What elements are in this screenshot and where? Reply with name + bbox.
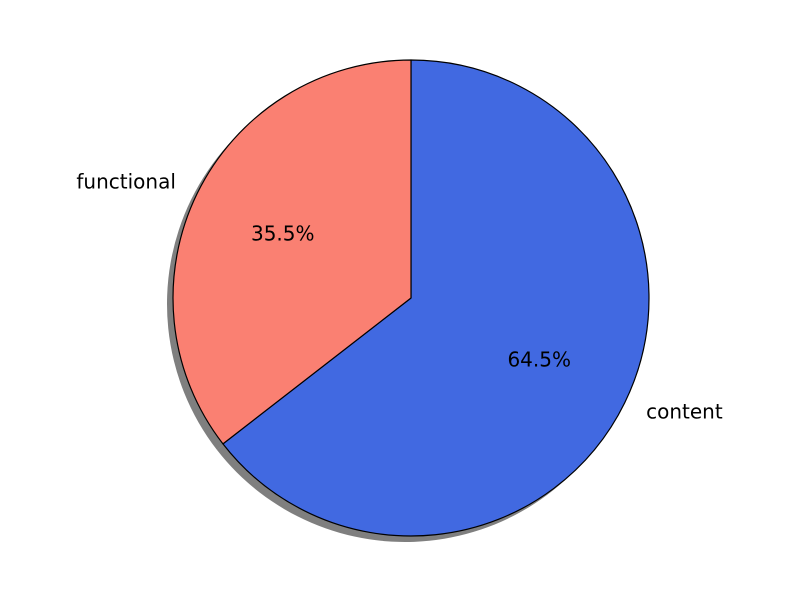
- pie-slice-content: [222, 59, 650, 537]
- slice-percent-functional: 35.5%: [251, 222, 315, 246]
- slice-percent-content: 64.5%: [507, 347, 571, 371]
- slice-label-functional: functional: [76, 169, 176, 193]
- pie-slice-functional: [172, 59, 412, 445]
- slice-label-content: content: [646, 400, 723, 424]
- pie-slices: [172, 59, 650, 537]
- pie-labels: content 64.5% functional 35.5%: [76, 169, 722, 423]
